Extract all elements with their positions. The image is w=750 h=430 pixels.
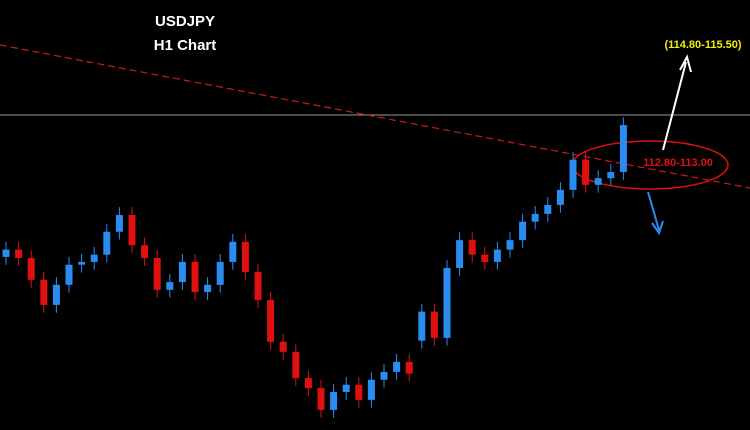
candle-body [544, 204, 552, 214]
candle-body [141, 245, 149, 258]
candle-body [493, 249, 501, 262]
up-arrow-head [679, 54, 692, 73]
candle-body [519, 221, 527, 241]
candle-body [40, 279, 48, 305]
candle-body [430, 311, 438, 338]
candle-body [90, 254, 98, 262]
candle-body [456, 240, 464, 269]
down-arrow [647, 191, 660, 231]
candle-body [405, 361, 413, 374]
candle-body [65, 264, 73, 285]
candle-body [443, 268, 451, 338]
candle-body [166, 282, 174, 290]
candle-body [393, 361, 401, 372]
candle-body [569, 159, 577, 190]
candle-body [279, 341, 287, 352]
candle-body [506, 240, 514, 250]
candle-body [367, 379, 375, 400]
up-arrow [662, 61, 687, 151]
candle-body [418, 311, 426, 341]
candle-body [267, 299, 275, 342]
chart-title: USDJPY [155, 13, 215, 30]
candle-body [292, 351, 300, 379]
candle-body [153, 258, 161, 290]
candle-body [330, 392, 338, 410]
candle-body [178, 261, 186, 283]
candle-body [607, 172, 615, 179]
candle-body [103, 231, 111, 255]
down-arrow-head [651, 220, 664, 236]
trend-line [0, 44, 750, 189]
candle-body [531, 213, 539, 222]
candle-body [342, 384, 350, 393]
chart-subtitle: H1 Chart [154, 37, 217, 54]
candle-body [115, 215, 123, 232]
candle-body [27, 258, 35, 280]
candle-body [191, 261, 199, 293]
candle-body [128, 215, 136, 246]
candle-body [317, 388, 325, 410]
candle-body [52, 284, 60, 305]
candle-body [468, 240, 476, 255]
candle-body [556, 189, 564, 205]
candle-body [241, 241, 249, 272]
candle-body [229, 241, 237, 262]
candle-body [380, 371, 388, 380]
candle-body [204, 284, 212, 293]
candle-body [619, 125, 627, 172]
candle-body [2, 249, 10, 257]
candle-body [355, 384, 363, 400]
candle-body [481, 254, 489, 262]
candle-body [216, 261, 224, 285]
candle-body [304, 378, 312, 389]
candle-body [15, 249, 23, 258]
target-label: (114.80-115.50) [664, 39, 741, 51]
candle-body [254, 271, 262, 300]
candle-body [582, 159, 590, 185]
zone-label: 112.80-113.00 [643, 157, 713, 169]
candle-body [594, 178, 602, 185]
candle-body [78, 261, 86, 265]
